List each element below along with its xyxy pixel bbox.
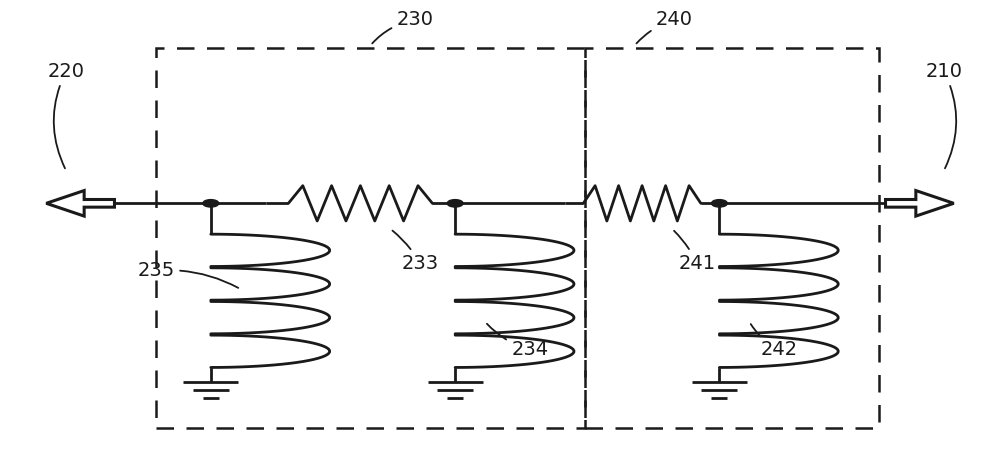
Text: 234: 234	[487, 324, 548, 359]
Polygon shape	[46, 191, 114, 216]
Text: 233: 233	[392, 231, 439, 273]
Circle shape	[447, 199, 463, 207]
Circle shape	[711, 199, 727, 207]
Text: 230: 230	[372, 10, 434, 43]
Text: 235: 235	[137, 261, 238, 288]
Text: 241: 241	[674, 231, 716, 273]
Text: 210: 210	[925, 62, 962, 168]
Text: 220: 220	[48, 62, 85, 168]
Text: 242: 242	[751, 324, 798, 359]
Text: 240: 240	[636, 10, 693, 43]
Circle shape	[203, 199, 219, 207]
Polygon shape	[886, 191, 954, 216]
